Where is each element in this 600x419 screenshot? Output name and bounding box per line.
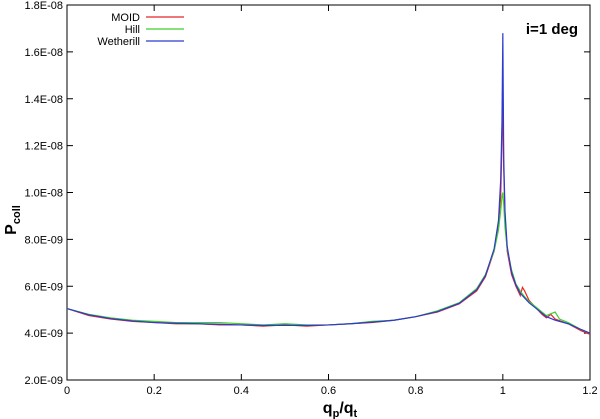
x-label-sub2: t bbox=[354, 408, 358, 419]
y-tick-label: 1.8E-08 bbox=[24, 0, 63, 12]
legend-label-moid: MOID bbox=[111, 12, 140, 24]
plot-frame bbox=[66, 4, 591, 381]
y-label-sub: coll bbox=[11, 205, 23, 224]
x-tick-label: 0.6 bbox=[321, 385, 336, 397]
series-line-wetherill bbox=[66, 33, 591, 334]
x-label-sub1: p bbox=[333, 408, 340, 419]
x-tick-label: 1 bbox=[500, 385, 506, 397]
y-tick-label: 6.0E-09 bbox=[24, 281, 63, 293]
y-tick-label: 8.0E-09 bbox=[24, 234, 63, 246]
y-tick-label: 2.0E-09 bbox=[24, 375, 63, 387]
x-label-main: q bbox=[323, 400, 333, 417]
legend-label-wetherill: Wetherill bbox=[97, 36, 140, 48]
x-tick-label: 0.8 bbox=[408, 385, 423, 397]
tick-labels: 0 0.2 0.4 0.6 0.8 1 1.2 2.0E-09 4.0E-09 6.0E-09 8.… bbox=[24, 0, 597, 397]
series-line-hill bbox=[66, 192, 591, 334]
y-tick-label: 4.0E-09 bbox=[24, 328, 63, 340]
x-tick-label: 0.2 bbox=[147, 385, 162, 397]
y-tick-label: 1.4E-08 bbox=[24, 94, 63, 106]
x-tick-label: 0.4 bbox=[234, 385, 249, 397]
x-tick-label: 0 bbox=[64, 385, 70, 397]
axis-ticks bbox=[66, 4, 591, 381]
y-tick-label: 1.6E-08 bbox=[24, 47, 63, 59]
legend-label-hill: Hill bbox=[125, 24, 140, 36]
y-axis-label: Pcoll bbox=[3, 205, 23, 235]
series-lines bbox=[66, 33, 591, 335]
y-tick-label: 1.0E-08 bbox=[24, 188, 63, 200]
x-axis-label: qp/qt bbox=[323, 400, 358, 419]
y-tick-label: 1.2E-08 bbox=[24, 141, 63, 153]
x-tick-label: 1.2 bbox=[582, 385, 597, 397]
series-line-moid bbox=[66, 87, 591, 335]
x-label-slash: /q bbox=[339, 400, 353, 417]
y-label-main: P bbox=[3, 224, 20, 235]
annotation-label: i=1 deg bbox=[526, 21, 578, 38]
